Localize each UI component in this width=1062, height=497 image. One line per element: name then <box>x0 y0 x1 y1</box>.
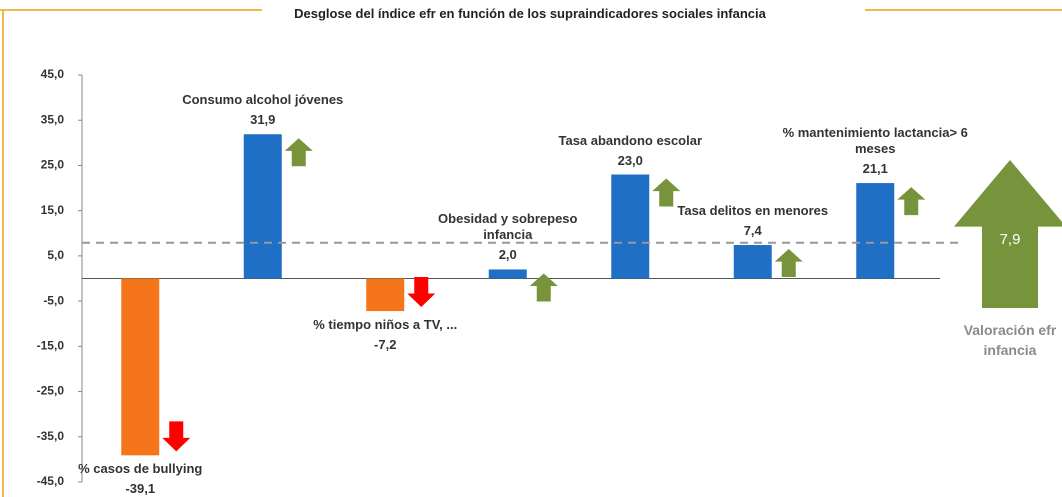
value-label: 23,0 <box>617 152 643 168</box>
bar-label: % mantenimiento lactancia> 6 meses 21,1 <box>780 123 970 179</box>
y-tick-label: 5,0 <box>47 248 64 262</box>
category-label: Obesidad y sobrepeso infancia <box>438 211 578 243</box>
bar <box>856 183 895 279</box>
reference-label: Valoración efr infancia <box>963 322 1057 358</box>
category-label: Tasa delitos en menores <box>677 203 829 219</box>
value-label: -39,1 <box>125 481 156 497</box>
y-tick-label: -15,0 <box>37 339 65 353</box>
category-label: % casos de bullying <box>78 461 203 477</box>
y-tick-label: -45,0 <box>37 474 65 488</box>
y-tick-label: 25,0 <box>41 158 65 172</box>
bar <box>121 278 160 456</box>
bar <box>488 269 527 279</box>
trend-arrow <box>284 138 313 167</box>
y-tick-label: -5,0 <box>43 293 64 307</box>
bar-label: % tiempo niños a TV, ... -7,2 <box>290 315 480 355</box>
trend-arrow <box>652 178 681 207</box>
category-label: % tiempo niños a TV, ... <box>313 317 458 333</box>
trend-arrow <box>407 277 436 308</box>
y-tick-label: 35,0 <box>41 112 65 126</box>
value-label: -7,2 <box>374 337 397 353</box>
bar <box>611 174 650 279</box>
value-label: 31,9 <box>250 112 276 128</box>
bar <box>366 278 405 312</box>
bar-label: Consumo alcohol jóvenes 31,9 <box>168 90 358 130</box>
y-tick-label: 45,0 <box>41 67 65 81</box>
value-label: 7,4 <box>743 223 762 239</box>
bar-label: Tasa abandono escolar 23,0 <box>535 131 725 171</box>
category-label: Consumo alcohol jóvenes <box>182 92 344 108</box>
reference-arrow <box>954 160 1062 308</box>
y-tick-label: -25,0 <box>37 384 65 398</box>
bar-label: Obesidad y sobrepeso infancia 2,0 <box>413 209 603 265</box>
trend-arrow <box>529 273 558 302</box>
y-tick-label: -35,0 <box>37 429 65 443</box>
reference-value: 7,9 <box>1000 231 1021 248</box>
bar-label: % casos de bullying -39,1 <box>45 459 235 497</box>
category-label: Tasa abandono escolar <box>558 132 703 148</box>
value-label: 21,1 <box>862 161 888 177</box>
bar-label: Tasa delitos en menores 7,4 <box>658 201 848 241</box>
trend-arrow <box>774 249 803 278</box>
bar <box>733 245 772 279</box>
category-label: % mantenimiento lactancia> 6 meses <box>782 125 968 157</box>
y-tick-label: 15,0 <box>41 203 65 217</box>
trend-arrow <box>162 421 191 452</box>
value-label: 2,0 <box>498 247 517 263</box>
chart-title: Desglose del índice efr en función de lo… <box>294 6 766 21</box>
bar <box>243 134 282 279</box>
trend-arrow <box>897 187 926 216</box>
